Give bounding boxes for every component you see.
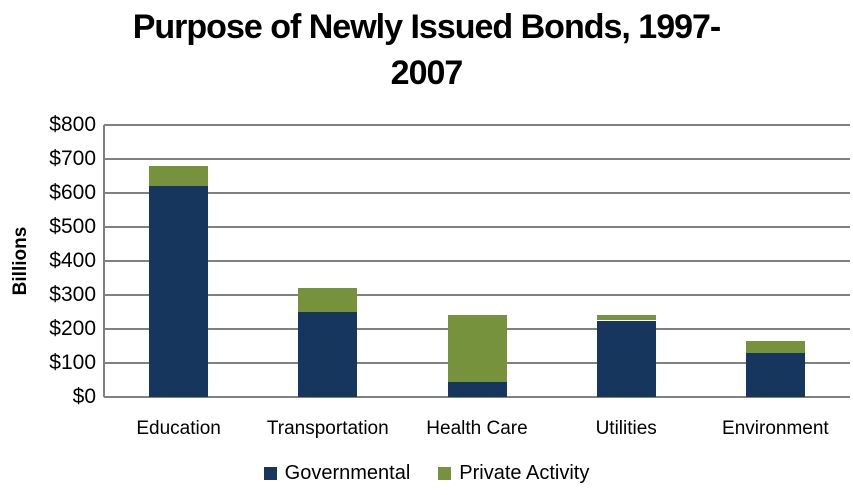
y-tick-label: $100 bbox=[49, 351, 96, 374]
bar-segment-private-activity bbox=[596, 315, 656, 321]
gridline bbox=[104, 226, 850, 228]
y-tick-label: $600 bbox=[49, 181, 96, 204]
x-axis-line bbox=[104, 396, 850, 398]
bar-segment-governmental bbox=[149, 186, 209, 397]
legend: Governmental Private Activity bbox=[0, 461, 853, 485]
y-tick-label: $700 bbox=[49, 147, 96, 170]
bar-segment-private-activity bbox=[298, 288, 358, 312]
x-category-label: Transportation bbox=[266, 418, 389, 439]
y-tick-label: $0 bbox=[72, 385, 96, 408]
y-tick-label: $400 bbox=[49, 249, 96, 272]
y-tick-label: $800 bbox=[49, 113, 96, 136]
chart-title-line1: Purpose of Newly Issued Bonds, 1997- bbox=[132, 8, 722, 46]
gridline bbox=[104, 124, 850, 126]
legend-item-governmental: Governmental bbox=[263, 461, 411, 485]
bar-segment-private-activity bbox=[447, 315, 507, 382]
bar-segment-governmental bbox=[447, 381, 507, 397]
legend-label: Governmental bbox=[284, 462, 411, 484]
y-tick-label: $300 bbox=[49, 283, 96, 306]
x-category-label: Utilities bbox=[595, 418, 657, 439]
bar-segment-governmental bbox=[596, 320, 656, 397]
chart-title-line2: 2007 bbox=[390, 54, 464, 92]
y-tick-label: $200 bbox=[49, 317, 96, 340]
legend-swatch-icon bbox=[263, 466, 277, 480]
chart-title: Purpose of Newly Issued Bonds, 1997- 200… bbox=[0, 4, 853, 96]
x-category-label: Education bbox=[136, 418, 221, 439]
legend-item-private-activity: Private Activity bbox=[438, 461, 589, 485]
bar-segment-governmental bbox=[298, 312, 358, 397]
legend-label: Private Activity bbox=[459, 462, 590, 484]
legend-swatch-icon bbox=[438, 466, 452, 480]
bar-segment-private-activity bbox=[149, 165, 209, 187]
bar-segment-private-activity bbox=[745, 340, 805, 353]
gridline bbox=[104, 158, 850, 160]
gridline bbox=[104, 294, 850, 296]
gridline bbox=[104, 192, 850, 194]
gridline bbox=[104, 260, 850, 262]
bar-segment-governmental bbox=[745, 352, 805, 397]
y-tick-label: $500 bbox=[49, 215, 96, 238]
y-axis-line bbox=[103, 125, 105, 397]
x-category-label: Environment bbox=[722, 418, 829, 439]
x-category-label: Health Care bbox=[426, 418, 528, 439]
